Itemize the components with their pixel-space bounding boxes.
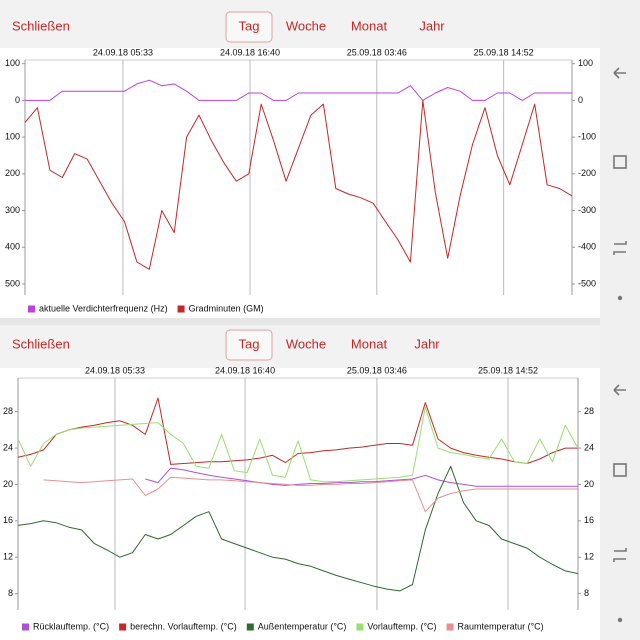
series-line [24,99,573,270]
y2-tick-label: 24 [584,442,594,452]
toolbar-bg [0,0,600,48]
switch-icon[interactable] [613,241,627,255]
back-icon[interactable] [613,67,626,79]
series-line [17,406,579,483]
y2-tick-label: 0 [578,95,583,105]
recent-icon[interactable] [613,155,627,169]
close-button[interactable]: Schließen [12,18,70,33]
y-tick-label: 16 [3,515,13,525]
legend-label: Außentemperatur (°C) [258,621,347,631]
x-tick-label: 25.09.18 03:46 [347,47,407,57]
series-line [145,467,578,487]
series-line [43,476,578,513]
recent-icon[interactable] [613,463,627,477]
legend-label: Vorlauftemp. (°C) [367,621,436,631]
y-tick-label: 12 [3,552,13,562]
y-tick-label: 500 [5,278,20,288]
tab[interactable]: Jahr [414,336,440,351]
x-tick-label: 25.09.18 14:52 [474,47,534,57]
legend-swatch [446,623,454,631]
back-icon[interactable] [613,384,626,396]
y2-tick-label: -200 [578,168,596,178]
tab[interactable]: Tag [239,336,260,351]
y-tick-label: 24 [3,442,13,452]
x-tick-label: 24.09.18 05:33 [85,365,145,375]
y-tick-label: 400 [5,242,20,252]
legend-swatch [119,623,127,631]
series-line [17,465,579,592]
y-tick-label: 200 [5,168,20,178]
y2-tick-label: -400 [578,242,596,252]
legend-label: aktuelle Verdichterfrequenz (Hz) [39,303,168,313]
y2-tick-label: -300 [578,205,596,215]
y-tick-label: 100 [5,131,20,141]
y2-tick-label: -500 [578,278,596,288]
y2-tick-label: -100 [578,131,596,141]
y2-tick-label: 12 [584,552,594,562]
tab[interactable]: Woche [286,18,326,33]
nav-icons [613,67,627,623]
y2-tick-label: 16 [584,515,594,525]
toolbar-bg [0,325,600,368]
legend-label: berechn. Vorlauftemp. (°C) [130,621,237,631]
x-tick-label: 25.09.18 14:52 [478,365,538,375]
y-tick-label: 100 [5,58,20,68]
switch-icon[interactable] [613,548,627,562]
x-tick-label: 25.09.18 03:46 [347,365,407,375]
tab[interactable]: Tag [239,18,260,33]
tab[interactable]: Woche [286,336,326,351]
series-line [25,79,572,101]
y2-tick-label: 28 [584,406,594,416]
active-tab-frame [225,11,273,43]
legend-swatch [246,623,254,631]
nav-bar [600,0,640,640]
x-tick-label: 24.09.18 05:33 [93,47,153,57]
active-tab-frame [225,329,273,361]
legend-swatch [177,305,185,313]
y-tick-label: 300 [5,205,20,215]
legend-swatch [356,623,364,631]
dot[interactable] [617,617,623,623]
y-tick-label: 0 [15,95,20,105]
divider [0,318,600,325]
close-button[interactable]: Schließen [12,336,70,351]
y-tick-label: 8 [8,588,13,598]
x-tick-label: 24.09.18 16:40 [220,47,280,57]
series-line [17,397,578,465]
tab[interactable]: Monat [351,336,388,351]
dot[interactable] [617,295,623,301]
legend-label: Raumtemperatur (°C) [458,621,544,631]
legend-label: Rücklauftemp. (°C) [33,621,109,631]
legend-label: Gradminuten (GM) [189,303,264,313]
y2-tick-label: 20 [584,479,594,489]
legend-swatch [22,623,29,631]
x-tick-label: 24.09.18 16:40 [215,365,275,375]
legend-swatch [28,305,35,313]
y-tick-label: 28 [3,406,13,416]
tab[interactable]: Jahr [419,18,445,33]
y2-tick-label: 100 [578,58,593,68]
y2-tick-label: 8 [584,588,589,598]
y-tick-label: 20 [3,479,13,489]
tab[interactable]: Monat [351,18,388,33]
